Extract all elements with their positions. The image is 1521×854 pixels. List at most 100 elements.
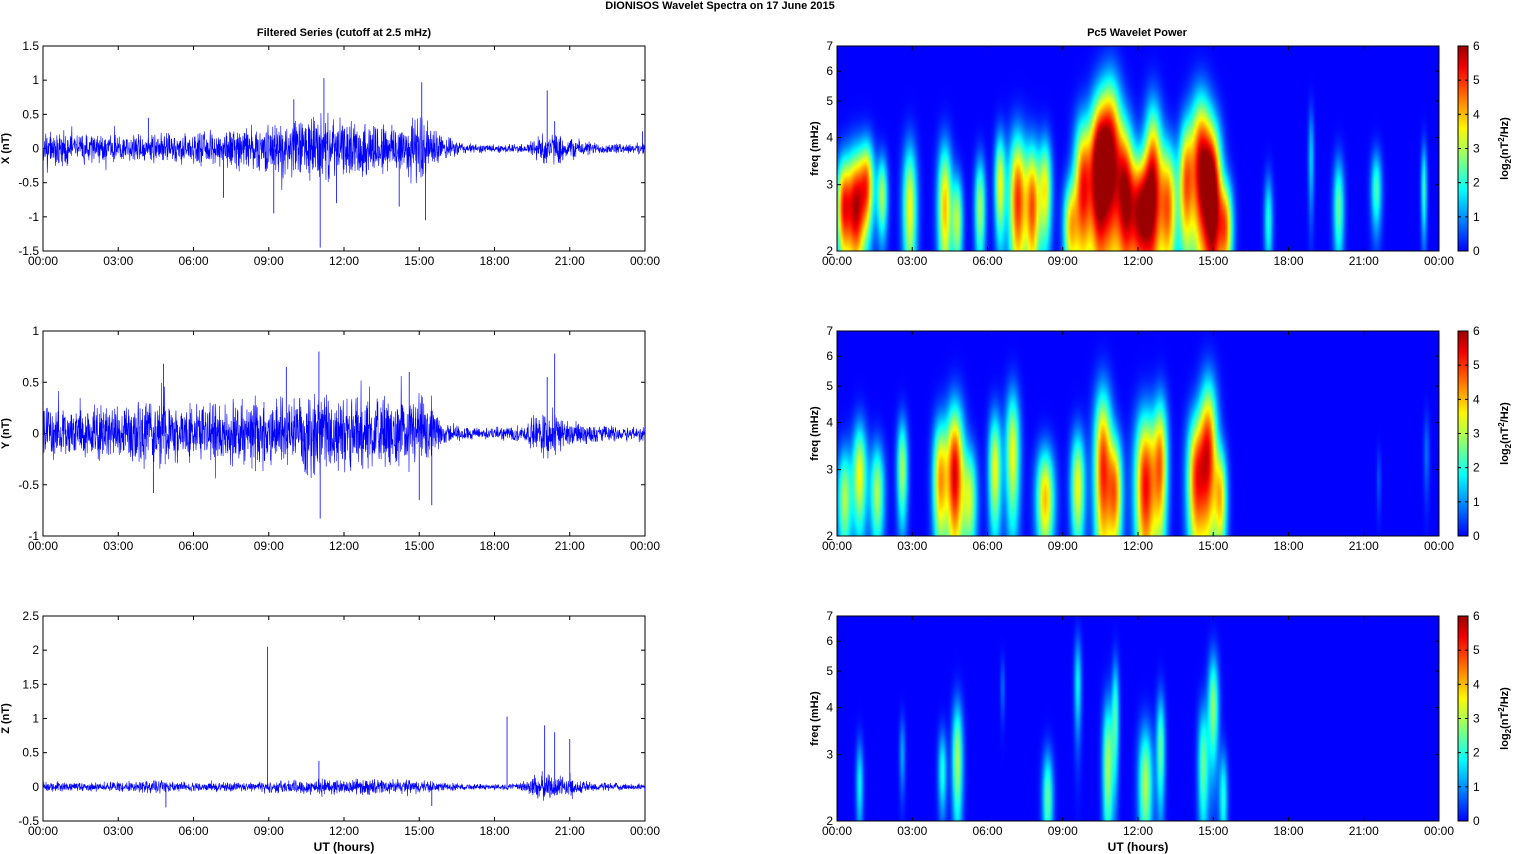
x-tick-label: 00:00 [28, 539, 58, 553]
colorbar-tick-label: 0 [1473, 814, 1480, 828]
y-tick-label: 3 [826, 463, 833, 477]
colorbar-tick-label: 2 [1473, 461, 1480, 475]
colorbar-tick-label: 5 [1473, 73, 1480, 87]
x-tick-label: 12:00 [1123, 254, 1153, 268]
x-wavelet-power-panel: 00:00 03:00 06:00 09:00 12:00 15:00 18:00 21:00… [809, 39, 1513, 268]
x-tick-label: 00:00 [1424, 254, 1454, 268]
x-tick-label: 18:00 [1273, 824, 1303, 838]
colorbar-tick-label: 1 [1473, 210, 1480, 224]
x-axis-label: UT (hours) [314, 840, 375, 854]
left-column-title: Filtered Series (cutoff at 2.5 mHz) [257, 27, 432, 39]
y-tick-label: 1 [32, 712, 39, 726]
z-wavelet-power-panel: 00:00 03:00 06:00 09:00 12:00 15:00 18:00 21:00… [809, 609, 1513, 854]
colorbar-tick-label: 2 [1473, 746, 1480, 760]
x-tick-label: 06:00 [972, 254, 1002, 268]
y-tick-label: 6 [826, 634, 833, 648]
y-tick-label: 6 [826, 349, 833, 363]
colorbar-tick-label: 1 [1473, 780, 1480, 794]
colorbar-tick-label: 2 [1473, 176, 1480, 190]
series-line [43, 112, 645, 190]
colorbar-tick-label: 3 [1473, 427, 1480, 441]
x-tick-label: 21:00 [1349, 254, 1379, 268]
colorbar-tick-label: 3 [1473, 712, 1480, 726]
y-tick-label: 3 [826, 748, 833, 762]
y-tick-label: 1 [32, 73, 39, 87]
wavelet-power-heatmap [837, 331, 1439, 536]
y-tick-label: 5 [826, 94, 833, 108]
y-axis-label: Z (nT) [0, 703, 12, 734]
y-tick-label: 0 [32, 427, 39, 441]
y-tick-label: 2 [826, 814, 833, 828]
y-tick-label: -1 [28, 210, 39, 224]
y-tick-label: 0.5 [22, 375, 39, 389]
x-tick-label: 18:00 [479, 824, 509, 838]
x-tick-label: 18:00 [479, 539, 509, 553]
x-tick-label: 00:00 [630, 824, 660, 838]
x-component-line-panel: 00:00 03:00 06:00 09:00 12:00 15:00 18:00 21:00… [0, 39, 660, 268]
x-tick-label: 09:00 [1048, 539, 1078, 553]
colorbar-tick-label: 5 [1473, 358, 1480, 372]
y-tick-label: 6 [826, 64, 833, 78]
colorbar-label: log2(nT2/Hz) [1497, 117, 1513, 180]
x-tick-label: 21:00 [1349, 539, 1379, 553]
x-tick-label: 09:00 [254, 539, 284, 553]
colorbar-label: log2(nT2/Hz) [1497, 687, 1513, 750]
colorbar-tick-label: 1 [1473, 495, 1480, 509]
x-tick-label: 15:00 [1198, 254, 1228, 268]
x-tick-label: 06:00 [178, 824, 208, 838]
colorbar-tick-label: 4 [1473, 392, 1480, 406]
y-tick-label: 4 [826, 416, 833, 430]
y-axis-label: Y (nT) [0, 418, 12, 449]
colorbar-tick-label: 6 [1473, 324, 1480, 338]
x-tick-label: 12:00 [329, 539, 359, 553]
y-component-line-panel: 00:00 03:00 06:00 09:00 12:00 15:00 18:00 21:00… [0, 324, 660, 553]
x-tick-label: 00:00 [822, 254, 852, 268]
x-tick-label: 03:00 [103, 539, 133, 553]
y-tick-label: 0.5 [22, 107, 39, 121]
suptitle: DIONISOS Wavelet Spectra on 17 June 2015 [605, 0, 834, 12]
x-tick-label: 03:00 [897, 824, 927, 838]
x-tick-label: 00:00 [1424, 824, 1454, 838]
y-wavelet-power-panel: 00:00 03:00 06:00 09:00 12:00 15:00 18:00 21:00… [809, 324, 1513, 553]
y-tick-label: 5 [826, 379, 833, 393]
y-tick-label: 1.5 [22, 677, 39, 691]
y-axis-label: freq (mHz) [809, 406, 821, 461]
y-tick-label: 0 [32, 780, 39, 794]
y-tick-label: 7 [826, 39, 833, 53]
colorbar-tick-label: 0 [1473, 529, 1480, 543]
colorbar-tick-label: 0 [1473, 244, 1480, 258]
colorbar-tick-label: 6 [1473, 39, 1480, 53]
y-tick-label: 2 [32, 643, 39, 657]
x-tick-label: 03:00 [897, 254, 927, 268]
y-axis-label: freq (mHz) [809, 121, 821, 176]
x-tick-label: 00:00 [28, 254, 58, 268]
y-tick-label: 7 [826, 324, 833, 338]
y-tick-label: -0.5 [18, 478, 39, 492]
x-tick-label: 09:00 [1048, 824, 1078, 838]
colorbar-tick-label: 5 [1473, 643, 1480, 657]
x-tick-label: 21:00 [555, 254, 585, 268]
x-tick-label: 09:00 [1048, 254, 1078, 268]
colorbar-tick-label: 6 [1473, 609, 1480, 623]
x-tick-label: 15:00 [404, 254, 434, 268]
y-tick-label: 5 [826, 664, 833, 678]
x-tick-label: 18:00 [1273, 254, 1303, 268]
series-line [43, 376, 645, 479]
y-tick-label: -1.5 [18, 244, 39, 258]
x-tick-label: 03:00 [103, 254, 133, 268]
x-tick-label: 12:00 [329, 254, 359, 268]
x-tick-label: 15:00 [1198, 824, 1228, 838]
x-tick-label: 06:00 [972, 824, 1002, 838]
x-tick-label: 00:00 [630, 254, 660, 268]
x-tick-label: 21:00 [555, 539, 585, 553]
y-tick-label: 4 [826, 701, 833, 715]
y-axis-label: freq (mHz) [809, 691, 821, 746]
x-tick-label: 12:00 [1123, 824, 1153, 838]
y-tick-label: 7 [826, 609, 833, 623]
y-tick-label: 1 [32, 324, 39, 338]
right-column-title: Pc5 Wavelet Power [1087, 27, 1188, 39]
colorbar-tick-label: 4 [1473, 107, 1480, 121]
y-tick-label: 4 [826, 131, 833, 145]
x-tick-label: 15:00 [1198, 539, 1228, 553]
